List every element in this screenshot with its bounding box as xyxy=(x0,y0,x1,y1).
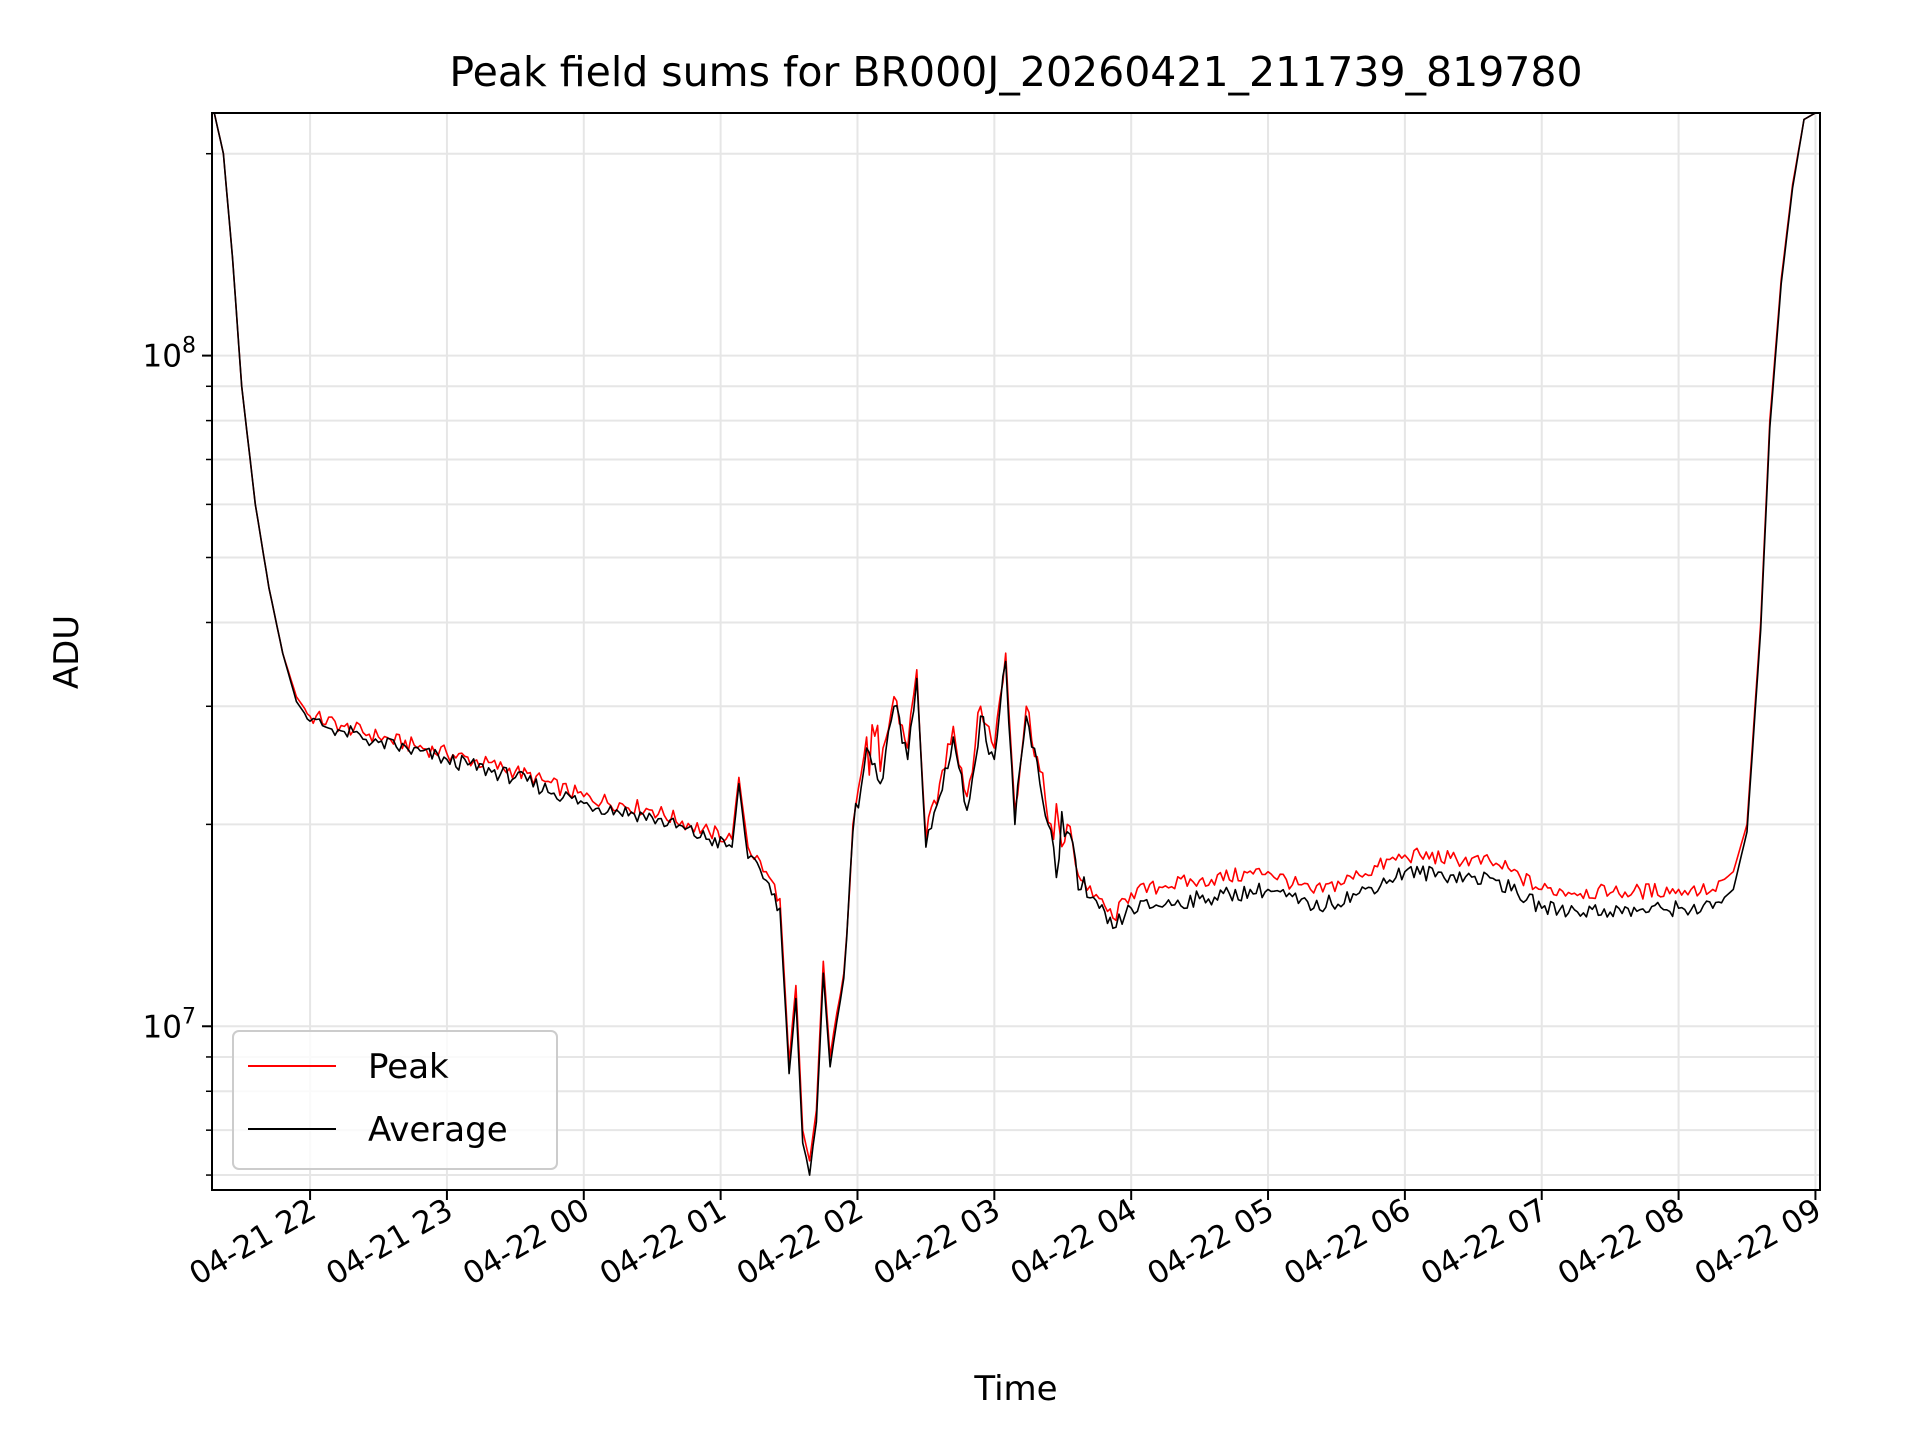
series-line-average xyxy=(213,113,1816,1176)
legend: Peak Average xyxy=(232,1030,558,1170)
chart-title: Peak field sums for BR000J_20260421_2117… xyxy=(449,48,1582,96)
legend-label-peak: Peak xyxy=(368,1047,449,1087)
grid-layer xyxy=(212,113,1820,1190)
plot-frame xyxy=(211,112,1821,1191)
plot-area xyxy=(213,113,1816,1176)
x-axis-label: Time xyxy=(973,1369,1057,1409)
y-tick-label: 108 xyxy=(143,334,196,375)
y-axis-label: ADU xyxy=(47,615,87,689)
legend-label-average: Average xyxy=(368,1110,508,1150)
y-tick-label: 107 xyxy=(143,1004,196,1045)
